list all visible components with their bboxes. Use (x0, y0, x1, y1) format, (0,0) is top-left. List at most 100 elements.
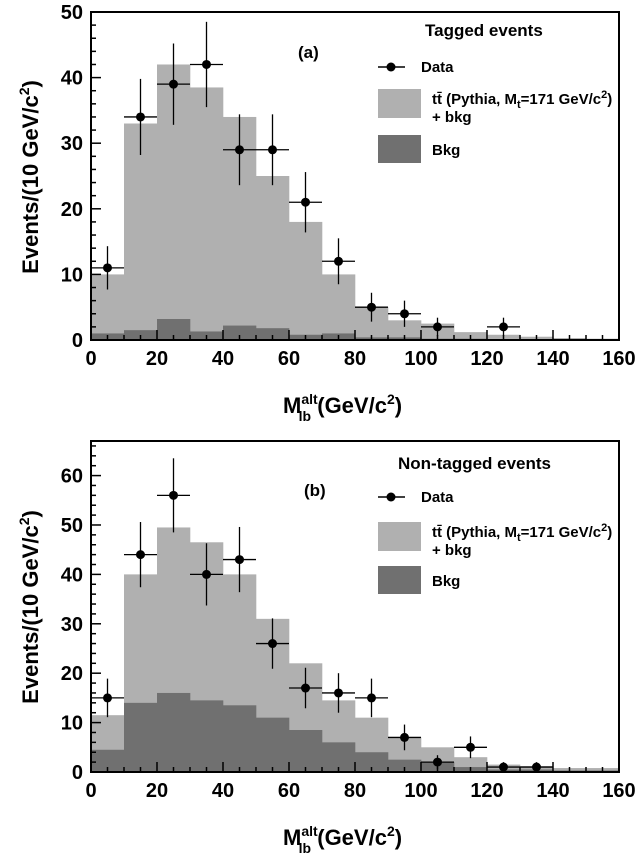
data-point (367, 302, 376, 312)
data-point (400, 309, 409, 319)
y-tick-label: 20 (61, 199, 83, 221)
signal-bkg-bin (190, 87, 224, 340)
data-point (433, 322, 442, 332)
panel-a-data-points (91, 21, 520, 337)
data-point (169, 490, 178, 500)
panel-a-y-axis-title: Events/(10 GeV/c2) (16, 80, 43, 274)
signal-bkg-bin (289, 221, 323, 340)
x-tick-label: 60 (278, 348, 300, 370)
bkg-bin (190, 700, 224, 772)
x-tick-label: 0 (85, 348, 96, 370)
data-point (466, 742, 475, 752)
panel-a-legend-signal-label-line2: + bkg (432, 109, 472, 126)
signal-bkg-bin (124, 123, 158, 341)
x-tick-label: 20 (146, 348, 168, 370)
x-tick-label: 140 (536, 780, 569, 802)
x-tick-label: 80 (344, 348, 366, 370)
bkg-bin (256, 717, 290, 772)
x-tick-label: 100 (404, 780, 437, 802)
data-point (136, 112, 145, 122)
y-tick-label: 50 (61, 2, 83, 24)
data-point (499, 322, 508, 332)
data-point (103, 263, 112, 273)
data-point (301, 683, 310, 693)
x-tick-label: 60 (278, 780, 300, 802)
data-point (136, 550, 145, 560)
panel-a: 0 20 40 60 80 100 120 140 160 0 10 20 30 40 50 (a) Tag… (16, 2, 636, 424)
panel-b-histogram-bins (91, 527, 620, 772)
y-tick-label: 30 (61, 614, 83, 636)
panel-b-label: (b) (304, 481, 326, 500)
y-tick-label: 10 (61, 713, 83, 735)
panel-a-axis-ticks: 0 20 40 60 80 100 120 140 160 0 10 20 30 40 50 (61, 2, 636, 370)
y-tick-label: 10 (61, 264, 83, 286)
bkg-bin (223, 705, 257, 772)
panel-b-legend-data-marker (386, 492, 396, 502)
x-tick-label: 80 (344, 780, 366, 802)
y-tick-label: 0 (72, 330, 83, 352)
bkg-bin (289, 730, 323, 772)
panel-b-legend-signal-swatch (378, 522, 421, 551)
panel-a-histogram-bins (91, 64, 620, 341)
panel-a-legend-data-marker (386, 62, 396, 72)
panel-b-legend-signal-label: tt̄ (Pythia, Mt=171 GeV/c2) (432, 522, 612, 544)
y-tick-label: 0 (72, 762, 83, 784)
data-point (400, 732, 409, 742)
panel-b-y-axis-title: Events/(10 GeV/c2) (16, 510, 43, 704)
y-tick-label: 40 (61, 68, 83, 90)
panel-a-label: (a) (298, 43, 319, 62)
panel-b: 0 20 40 60 80 100 120 140 160 0 10 20 30 40 50 60 (b) N… (16, 440, 636, 856)
bkg-bin (91, 749, 125, 772)
bkg-bin (157, 319, 191, 340)
data-point (202, 569, 211, 579)
y-tick-label: 60 (61, 466, 83, 488)
x-tick-label: 20 (146, 780, 168, 802)
bkg-bin (256, 328, 290, 340)
panel-a-legend-title: Tagged events (425, 21, 543, 40)
y-tick-label: 40 (61, 564, 83, 586)
data-point (169, 79, 178, 89)
x-tick-label: 160 (602, 348, 635, 370)
y-tick-label: 50 (61, 515, 83, 537)
panel-b-axis-ticks: 0 20 40 60 80 100 120 140 160 0 10 20 30 40 50 60 (61, 445, 636, 802)
bkg-bin (355, 752, 389, 772)
data-point (334, 688, 343, 698)
x-tick-label: 160 (602, 780, 635, 802)
panel-a-legend-data-label: Data (421, 59, 454, 76)
panel-a-legend-bkg-label: Bkg (432, 142, 460, 159)
data-point (268, 145, 277, 155)
bkg-bin (124, 702, 158, 772)
panel-a-legend-signal-swatch (378, 89, 421, 118)
y-tick-label: 30 (61, 133, 83, 155)
bkg-bin (388, 759, 422, 772)
signal-bkg-bin (256, 176, 290, 340)
x-tick-label: 0 (85, 780, 96, 802)
panel-a-legend-signal-label: tt̄ (Pythia, Mt=171 GeV/c2) (432, 89, 612, 111)
data-point (235, 555, 244, 565)
panel-b-legend-title: Non-tagged events (398, 454, 551, 473)
x-tick-label: 140 (536, 348, 569, 370)
panel-a-legend-bkg-swatch (378, 135, 421, 163)
data-point (235, 145, 244, 155)
panel-b-data-points (91, 458, 553, 772)
data-point (268, 639, 277, 649)
x-tick-label: 100 (404, 348, 437, 370)
panel-b-legend-data-label: Data (421, 489, 454, 506)
panel-b-legend-signal-label-line2: + bkg (432, 542, 472, 559)
panel-b-legend-bkg-label: Bkg (432, 573, 460, 590)
x-tick-label: 120 (470, 780, 503, 802)
panel-b-x-axis-title: Malt lb (GeV/c2) (283, 823, 402, 856)
panel-b-legend-bkg-swatch (378, 566, 421, 594)
data-point (202, 59, 211, 69)
bkg-bin (157, 692, 191, 772)
panel-a-x-axis-title: Malt lb (GeV/c2) (283, 391, 402, 424)
bkg-bin (223, 325, 257, 340)
signal-bkg-bin (388, 320, 422, 340)
data-point (433, 757, 442, 767)
y-tick-label: 20 (61, 663, 83, 685)
data-point (334, 256, 343, 266)
panel-b-legend: Non-tagged events Data tt̄ (Pythia, Mt=1… (378, 454, 612, 594)
signal-bkg-bin (322, 274, 356, 340)
data-point (367, 693, 376, 703)
